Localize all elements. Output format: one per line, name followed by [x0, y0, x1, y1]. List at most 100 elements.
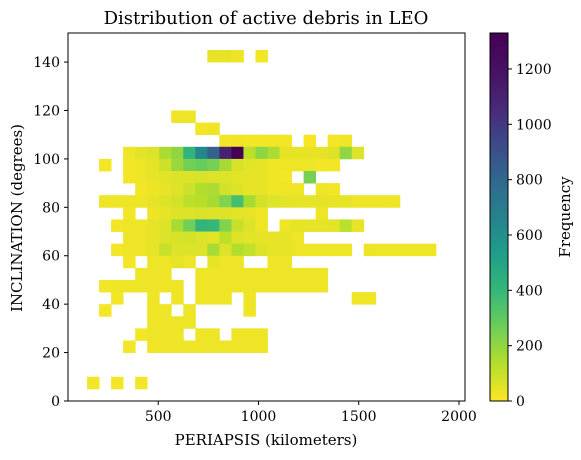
heatmap-cell — [279, 219, 292, 232]
heatmap-cell — [135, 376, 148, 390]
heatmap-cell — [243, 146, 256, 160]
heatmap-cell — [207, 158, 220, 172]
heatmap-cell — [171, 183, 184, 196]
heatmap-cell — [243, 267, 256, 281]
heatmap-cell — [207, 328, 220, 341]
heatmap-cell — [303, 158, 317, 172]
heatmap-cell — [291, 183, 304, 196]
heatmap-cell — [231, 243, 244, 257]
heatmap-cell — [267, 243, 280, 257]
heatmap-cell — [147, 267, 160, 281]
heatmap-cell — [291, 219, 304, 232]
y-tick-label: 100 — [33, 152, 60, 168]
heatmap-cell — [267, 279, 280, 293]
heatmap-cell — [303, 195, 317, 208]
x-axis-ticks: 500 1000 1500 2000 — [145, 401, 477, 425]
heatmap-cell — [171, 110, 184, 123]
heatmap-cell — [231, 328, 244, 341]
heatmap-cell — [267, 195, 280, 208]
heatmap-cell — [183, 316, 196, 329]
heatmap-cell — [159, 340, 172, 353]
heatmap-cell — [399, 243, 413, 257]
heatmap-cell — [219, 279, 232, 293]
heatmap-cell — [195, 279, 208, 293]
heatmap-cell — [123, 219, 136, 232]
heatmap-cell — [159, 267, 172, 281]
heatmap-cell — [375, 195, 389, 208]
heatmap-cell — [195, 219, 208, 232]
heatmap-cell — [159, 195, 172, 208]
heatmap-cell — [135, 195, 148, 208]
heatmap-cell — [183, 195, 196, 208]
heatmap-cell — [207, 231, 220, 245]
heatmap-cell — [279, 134, 292, 148]
heatmap-cell — [183, 183, 196, 196]
heatmap-cell — [267, 255, 280, 269]
heatmap-cell — [351, 219, 365, 232]
y-tick-label: 120 — [33, 103, 60, 119]
heatmap-cell — [207, 340, 220, 353]
heatmap-cell — [111, 292, 124, 305]
heatmap-cell — [267, 146, 280, 160]
colorbar-tick-label: 200 — [516, 339, 543, 355]
heatmap-cell — [243, 219, 256, 232]
heatmap-cell — [219, 255, 232, 269]
heatmap-cell — [279, 279, 292, 293]
heatmap-cell — [135, 328, 148, 341]
heatmap-cell — [243, 279, 256, 293]
heatmap-cell — [195, 267, 208, 281]
heatmap-cell — [303, 219, 317, 232]
heatmap-cell — [219, 183, 232, 196]
heatmap-cell — [135, 243, 148, 257]
x-tick-label: 1500 — [341, 409, 377, 425]
heatmap-cell — [243, 243, 256, 257]
heatmap-cell — [147, 316, 160, 329]
heatmap-cell — [315, 243, 329, 257]
heatmap-cell — [135, 171, 148, 184]
heatmap-cell — [183, 255, 196, 269]
heatmap-cell — [315, 279, 329, 293]
heatmap-cell — [255, 171, 268, 184]
heatmap-cell — [123, 158, 136, 172]
heatmap-cell — [195, 328, 208, 341]
heatmap-cell — [339, 134, 353, 148]
heatmap-cell — [123, 231, 136, 245]
heatmap-cell — [111, 279, 124, 293]
heatmap-cell — [279, 267, 292, 281]
heatmap-cell — [291, 243, 304, 257]
heatmap-cell — [243, 207, 256, 220]
heatmap-cell — [231, 195, 244, 208]
heatmap-cell — [231, 183, 244, 196]
heatmap-cell — [123, 243, 136, 257]
heatmap-cell — [147, 231, 160, 245]
heatmap-cell — [291, 158, 304, 172]
heatmap-cell — [291, 146, 304, 160]
heatmap-cell — [219, 146, 232, 160]
heatmap-cell — [255, 183, 268, 196]
heatmap-cell — [111, 243, 124, 257]
heatmap-cell — [255, 243, 268, 257]
heatmap-cell — [147, 171, 160, 184]
heatmap-cell — [171, 279, 184, 293]
heatmap-cell — [243, 328, 256, 341]
heatmap-cell — [207, 122, 220, 136]
heatmap-cell — [315, 158, 329, 172]
heatmap-cell — [195, 122, 208, 136]
heatmap-cell — [207, 292, 220, 305]
heatmap-cell — [303, 146, 317, 160]
heatmap-cell — [171, 316, 184, 329]
heatmap-cell — [183, 231, 196, 245]
heatmap-cell — [159, 316, 172, 329]
heatmap-cell — [183, 340, 196, 353]
heatmap-cell — [267, 158, 280, 172]
heatmap-cell — [231, 171, 244, 184]
heatmap-cell — [291, 231, 304, 245]
heatmap-cell — [147, 146, 160, 160]
heatmap-cell — [219, 292, 232, 305]
heatmap-cell — [195, 195, 208, 208]
heatmap-cell — [147, 158, 160, 172]
heatmap-cell — [207, 146, 220, 160]
heatmap-cell — [387, 195, 401, 208]
heatmap-cell — [207, 243, 220, 257]
